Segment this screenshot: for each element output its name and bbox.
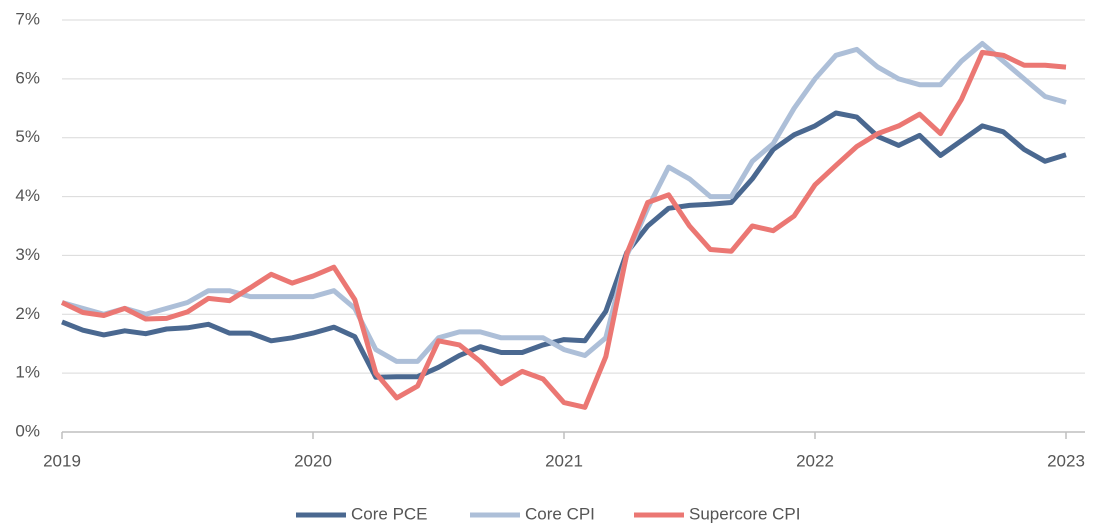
y-tick-label: 0% [15, 421, 40, 440]
series-line [61, 110, 1067, 380]
y-tick-label: 6% [15, 68, 40, 87]
series-line [61, 41, 1067, 364]
y-tick-label: 5% [15, 127, 40, 146]
y-tick-label: 7% [15, 9, 40, 28]
y-tick-label: 1% [15, 363, 40, 382]
y-tick-label: 2% [15, 304, 40, 323]
x-tick-label: 2022 [796, 451, 834, 470]
x-tick-label: 2023 [1047, 451, 1085, 470]
legend-label: Core CPI [525, 504, 595, 523]
x-tick-label: 2021 [545, 451, 583, 470]
y-tick-label: 4% [15, 186, 40, 205]
series-line [60, 49, 1067, 410]
legend-label: Supercore CPI [689, 504, 801, 523]
legend-label: Core PCE [351, 504, 428, 523]
x-tick-label: 2019 [43, 451, 81, 470]
y-tick-label: 3% [15, 245, 40, 264]
x-tick-label: 2020 [294, 451, 332, 470]
